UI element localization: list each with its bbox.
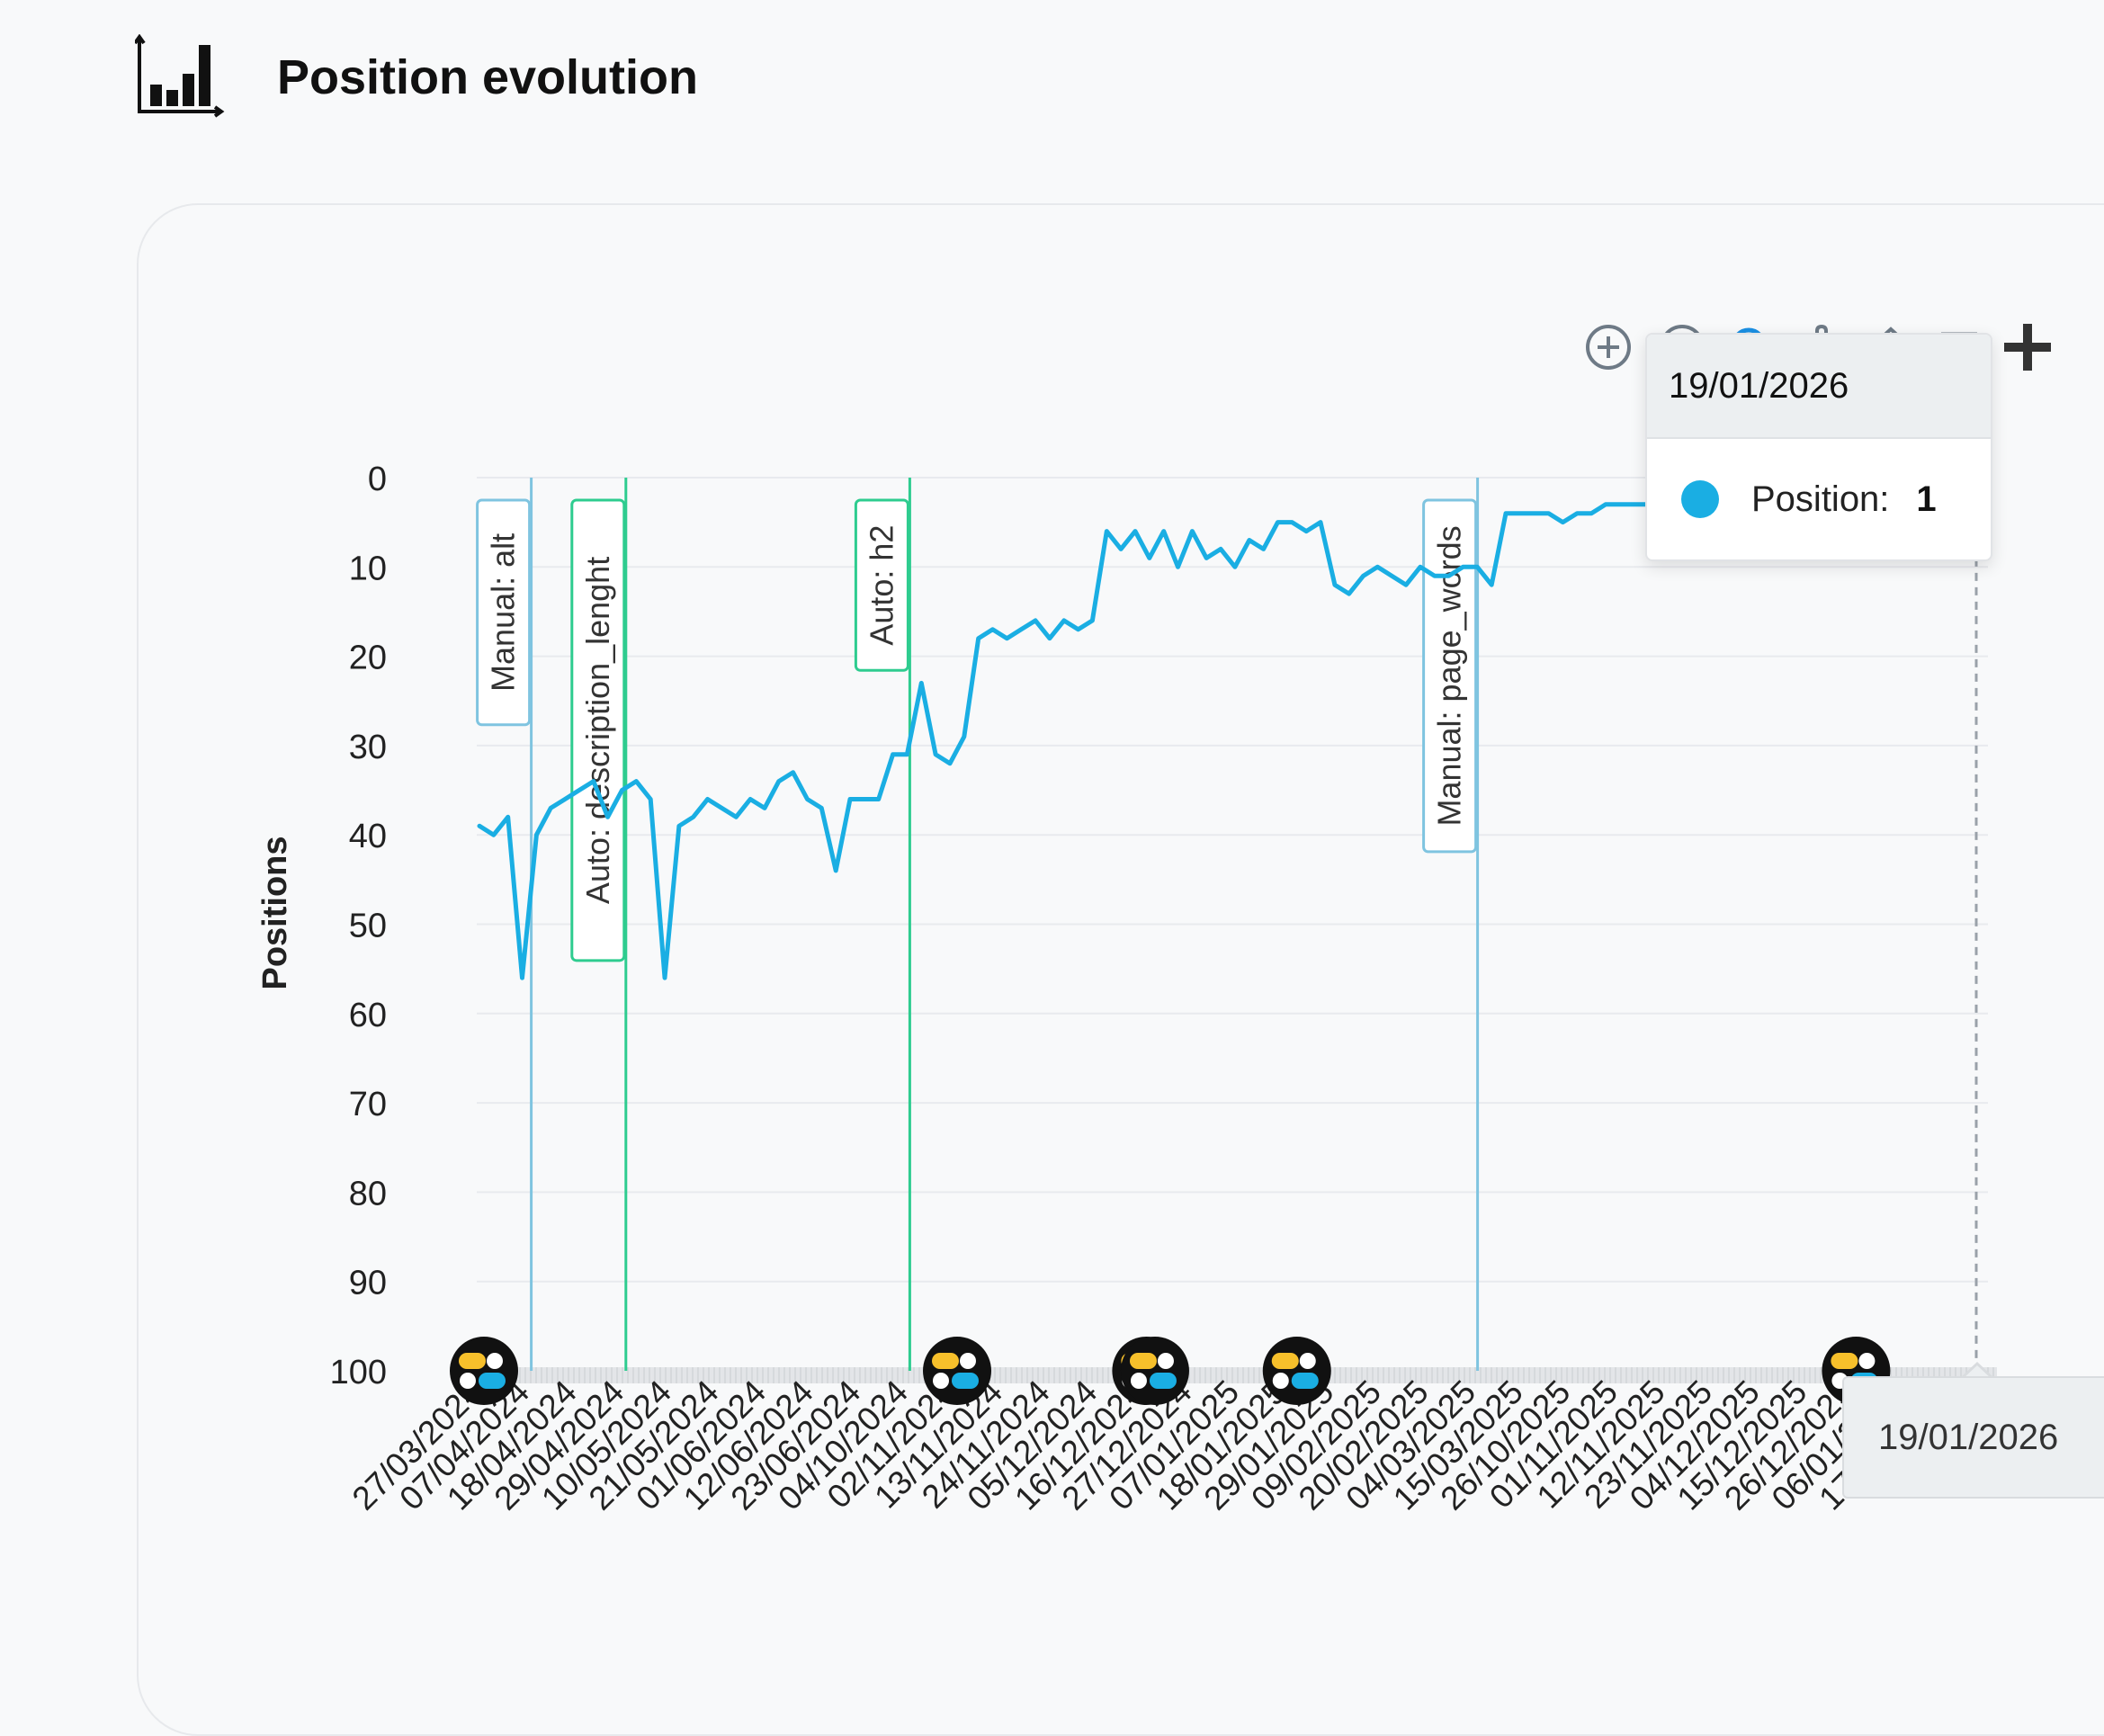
event-badge-part	[1271, 1353, 1299, 1369]
event-badge-part	[460, 1373, 476, 1389]
event-badge-bg	[923, 1337, 991, 1405]
google-update-icon[interactable]	[1120, 1337, 1189, 1405]
event-badge-part	[1299, 1353, 1316, 1369]
event-badge-part	[1858, 1353, 1876, 1369]
y-tick-label: 40	[349, 818, 387, 855]
event-badge-part	[960, 1353, 976, 1369]
y-tick-label: 100	[330, 1354, 387, 1391]
google-update-icon[interactable]	[450, 1337, 518, 1405]
y-axis-label: Positions	[256, 836, 294, 989]
annotation-label: Auto: h2	[863, 525, 900, 646]
y-tick-label: 80	[349, 1175, 387, 1213]
zoom-in-icon[interactable]	[1583, 322, 1634, 372]
annotation-label: Auto: description_lenght	[579, 557, 616, 904]
tooltip-series-name: Position:	[1751, 479, 1890, 519]
annotation-label: Manual: alt	[485, 533, 522, 692]
annotation-label: Manual: page_words	[1431, 525, 1468, 826]
tooltip-date: 19/01/2026	[1647, 335, 1991, 439]
event-badge-bg	[1120, 1337, 1189, 1405]
event-badge-part	[933, 1373, 949, 1389]
event-badge-bg	[450, 1337, 518, 1405]
x-crosshair-label: 19/01/2026	[1842, 1376, 2104, 1499]
annotation-label-box	[1422, 498, 1478, 854]
chart-tooltip: 19/01/2026 Position: 1	[1645, 333, 1992, 561]
y-tick-label: 0	[368, 461, 387, 498]
y-tick-label: 70	[349, 1086, 387, 1123]
bar-chart-icon	[135, 34, 225, 118]
annotation-label-box	[476, 498, 532, 727]
google-update-icon[interactable]	[923, 1337, 991, 1405]
event-badge-part	[1831, 1353, 1858, 1369]
event-badge-part	[952, 1373, 979, 1389]
event-badge-part	[459, 1353, 486, 1369]
y-tick-label: 30	[349, 729, 387, 766]
position-chart: 0 10 20 30 40 50 60 70 80 90 100 Positions 27/03/2…	[256, 461, 1997, 1517]
annotation-label-box	[570, 498, 626, 962]
page-title: Position evolution	[277, 49, 698, 104]
google-update-icon[interactable]	[1262, 1337, 1331, 1405]
tooltip-row: Position: 1	[1647, 439, 1991, 559]
y-tick-label: 50	[349, 908, 387, 945]
event-badge-bg	[1262, 1337, 1331, 1405]
event-badge-part	[1149, 1373, 1177, 1389]
event-badge-part	[487, 1353, 503, 1369]
page-header: Position evolution	[135, 34, 698, 120]
annotation-label-box	[854, 498, 909, 672]
event-badge-part	[479, 1373, 506, 1389]
event-badge-part	[1272, 1373, 1289, 1389]
add-icon[interactable]	[2002, 322, 2053, 372]
event-badge-part	[1291, 1373, 1319, 1389]
event-badge-part	[1130, 1373, 1147, 1389]
x-axis: 27/03/202407/04/202418/04/202429/04/2024…	[345, 1367, 1997, 1517]
y-axis-ticks: 0 10 20 30 40 50 60 70 80 90 100	[330, 461, 387, 1391]
x-axis-band	[477, 1367, 1997, 1383]
event-badge-part	[1157, 1353, 1174, 1369]
series-marker-icon	[1681, 480, 1719, 518]
y-tick-label: 20	[349, 640, 387, 677]
event-badge-part	[932, 1353, 959, 1369]
annotations: Manual: alt Auto: description_lenght Auto:…	[476, 478, 1480, 1371]
grid-lines	[477, 477, 1988, 1283]
event-badge-part	[1129, 1353, 1157, 1369]
y-tick-label: 60	[349, 997, 387, 1034]
y-tick-label: 90	[349, 1265, 387, 1302]
y-tick-label: 10	[349, 550, 387, 587]
tooltip-value: 1	[1916, 479, 1937, 519]
